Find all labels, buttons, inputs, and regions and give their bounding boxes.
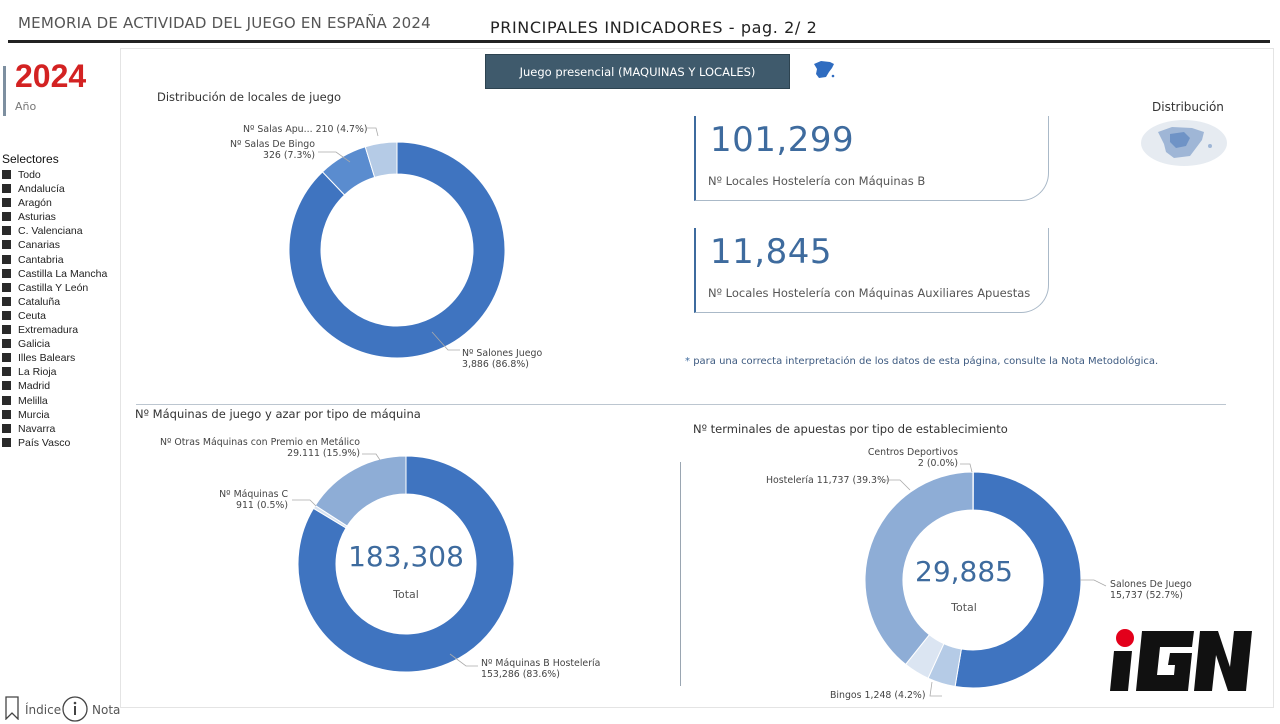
tab-juego-presencial[interactable]: Juego presencial (MAQUINAS Y LOCALES) [485,54,790,89]
bookmark-icon[interactable] [4,696,20,720]
page-title: PRINCIPALES INDICADORES - pag. 2/ 2 [490,18,818,37]
checkbox-icon[interactable] [2,423,11,433]
checkbox-icon[interactable] [2,339,11,349]
checkbox-icon[interactable] [2,409,11,419]
donut-chart-terminales[interactable] [855,462,1095,702]
selector-item[interactable]: Canarias [2,238,107,252]
donut-chart-maquinas[interactable] [290,450,530,690]
donut-slice[interactable] [864,471,974,666]
kpi-label: Nº Locales Hostelería con Máquinas B [708,174,926,188]
chart-title-terminales: Nº terminales de apuestas por tipo de es… [693,422,1008,436]
label-centros-deportivos: Centros Deportivos 2 (0.0%) [867,447,958,469]
selector-item[interactable]: Murcia [2,408,107,422]
leader-lines-1 [318,127,379,163]
selector-item[interactable]: La Rioja [2,365,107,379]
checkbox-icon[interactable] [2,212,11,222]
label-maquinas-c: Nº Máquinas C 911 (0.5%) [219,489,288,511]
ign-logo [1110,629,1252,691]
total-label: Total [393,588,419,601]
donut-slice[interactable] [954,471,1082,689]
checkbox-icon[interactable] [2,282,11,292]
selector-item[interactable]: Aragón [2,196,107,210]
selector-item[interactable]: Melilla [2,394,107,408]
selector-item[interactable]: País Vasco [2,436,107,450]
checkbox-icon[interactable] [2,226,11,236]
selector-list: Todo Andalucía Aragón Asturias C. Valenc… [2,168,107,450]
total-value-terminales: 29,885 [915,555,1013,588]
checkbox-icon[interactable] [2,437,11,447]
kpi-card-maquinas-b: 101,299 Nº Locales Hostelería con Máquin… [694,116,1049,201]
selector-item[interactable]: Asturias [2,210,107,224]
donut-chart-locales[interactable] [280,130,530,370]
kpi-value: 101,299 [710,120,855,160]
chart-title-maquinas: Nº Máquinas de juego y azar por tipo de … [135,407,421,421]
selector-item[interactable]: Andalucía [2,182,107,196]
spain-map-icon[interactable] [812,60,836,80]
checkbox-icon[interactable] [2,395,11,405]
total-value-maquinas: 183,308 [348,540,464,573]
checkbox-icon[interactable] [2,353,11,363]
selector-item[interactable]: Cantabria [2,253,107,267]
checkbox-icon[interactable] [2,240,11,250]
selector-item[interactable]: Castilla Y León [2,281,107,295]
kpi-card-auxiliares: 11,845 Nº Locales Hostelería con Máquina… [694,228,1049,313]
label-salas-bingo: Nº Salas De Bingo 326 (7.3%) [230,139,315,161]
checkbox-icon[interactable] [2,381,11,391]
chart-title-locales: Distribución de locales de juego [157,90,342,104]
year-label: Año [15,100,37,113]
selector-item[interactable]: Castilla La Mancha [2,267,107,281]
checkbox-icon[interactable] [2,268,11,278]
selectors-title: Selectores [2,152,59,166]
total-label: Total [951,601,977,614]
selector-item[interactable]: Cataluña [2,295,107,309]
donut-slice[interactable] [297,455,515,673]
kpi-value: 11,845 [710,232,832,272]
vertical-divider [680,462,681,686]
checkbox-icon[interactable] [2,170,11,179]
year-value: 2024 [15,58,87,94]
checkbox-icon[interactable] [2,367,11,377]
label-salones-juego: Nº Salones Juego 3,886 (86.8%) [462,348,543,370]
selector-item[interactable]: Galicia [2,337,107,351]
section-divider [136,404,1226,405]
selector-item[interactable]: Todo [2,168,107,182]
methodology-note: * para una correcta interpretación de lo… [685,356,1159,367]
selector-item[interactable]: Illes Balears [2,351,107,365]
checkbox-icon[interactable] [2,296,11,306]
donut-slice[interactable] [288,141,506,359]
report-panel [120,48,1274,708]
index-link[interactable]: Índice [25,703,62,717]
header-divider [8,40,1270,43]
label-maquinas-b: Nº Máquinas B Hostelería 153,286 (83.6%) [481,658,601,680]
leader-lines-2 [292,453,478,667]
distribution-label: Distribución [1152,100,1224,114]
donut-slice[interactable] [314,455,407,527]
donut-slice[interactable] [364,141,398,178]
note-link[interactable]: Nota [92,703,121,717]
report-title: MEMORIA DE ACTIVIDAD DEL JUEGO EN ESPAÑA… [18,14,431,32]
selector-item[interactable]: Madrid [2,379,107,393]
label-otras-maquinas: Nº Otras Máquinas con Premio en Metálico… [159,437,360,459]
year-accent-bar [3,66,6,116]
distribution-map-icon[interactable] [1140,118,1228,168]
label-bingos: Bingos 1,248 (4.2%) [830,690,926,701]
kpi-label: Nº Locales Hostelería con Máquinas Auxil… [708,286,1031,300]
selector-item[interactable]: Navarra [2,422,107,436]
checkbox-icon[interactable] [2,310,11,320]
selector-item[interactable]: Ceuta [2,309,107,323]
checkbox-icon[interactable] [2,184,11,194]
label-salas-apuestas: Nº Salas Apu... 210 (4.7%) [243,124,368,135]
leader-line-salones [431,331,460,351]
label-hosteleria: Hostelería 11,737 (39.3%) [766,475,890,486]
selector-item[interactable]: Extremadura [2,323,107,337]
info-icon[interactable] [62,696,88,722]
checkbox-icon[interactable] [2,254,11,264]
checkbox-icon[interactable] [2,198,11,208]
checkbox-icon[interactable] [2,325,11,335]
selector-item[interactable]: C. Valenciana [2,224,107,238]
leader-lines-3 [884,463,1107,697]
label-salones-de-juego: Salones De Juego 15,737 (52.7%) [1110,579,1192,601]
